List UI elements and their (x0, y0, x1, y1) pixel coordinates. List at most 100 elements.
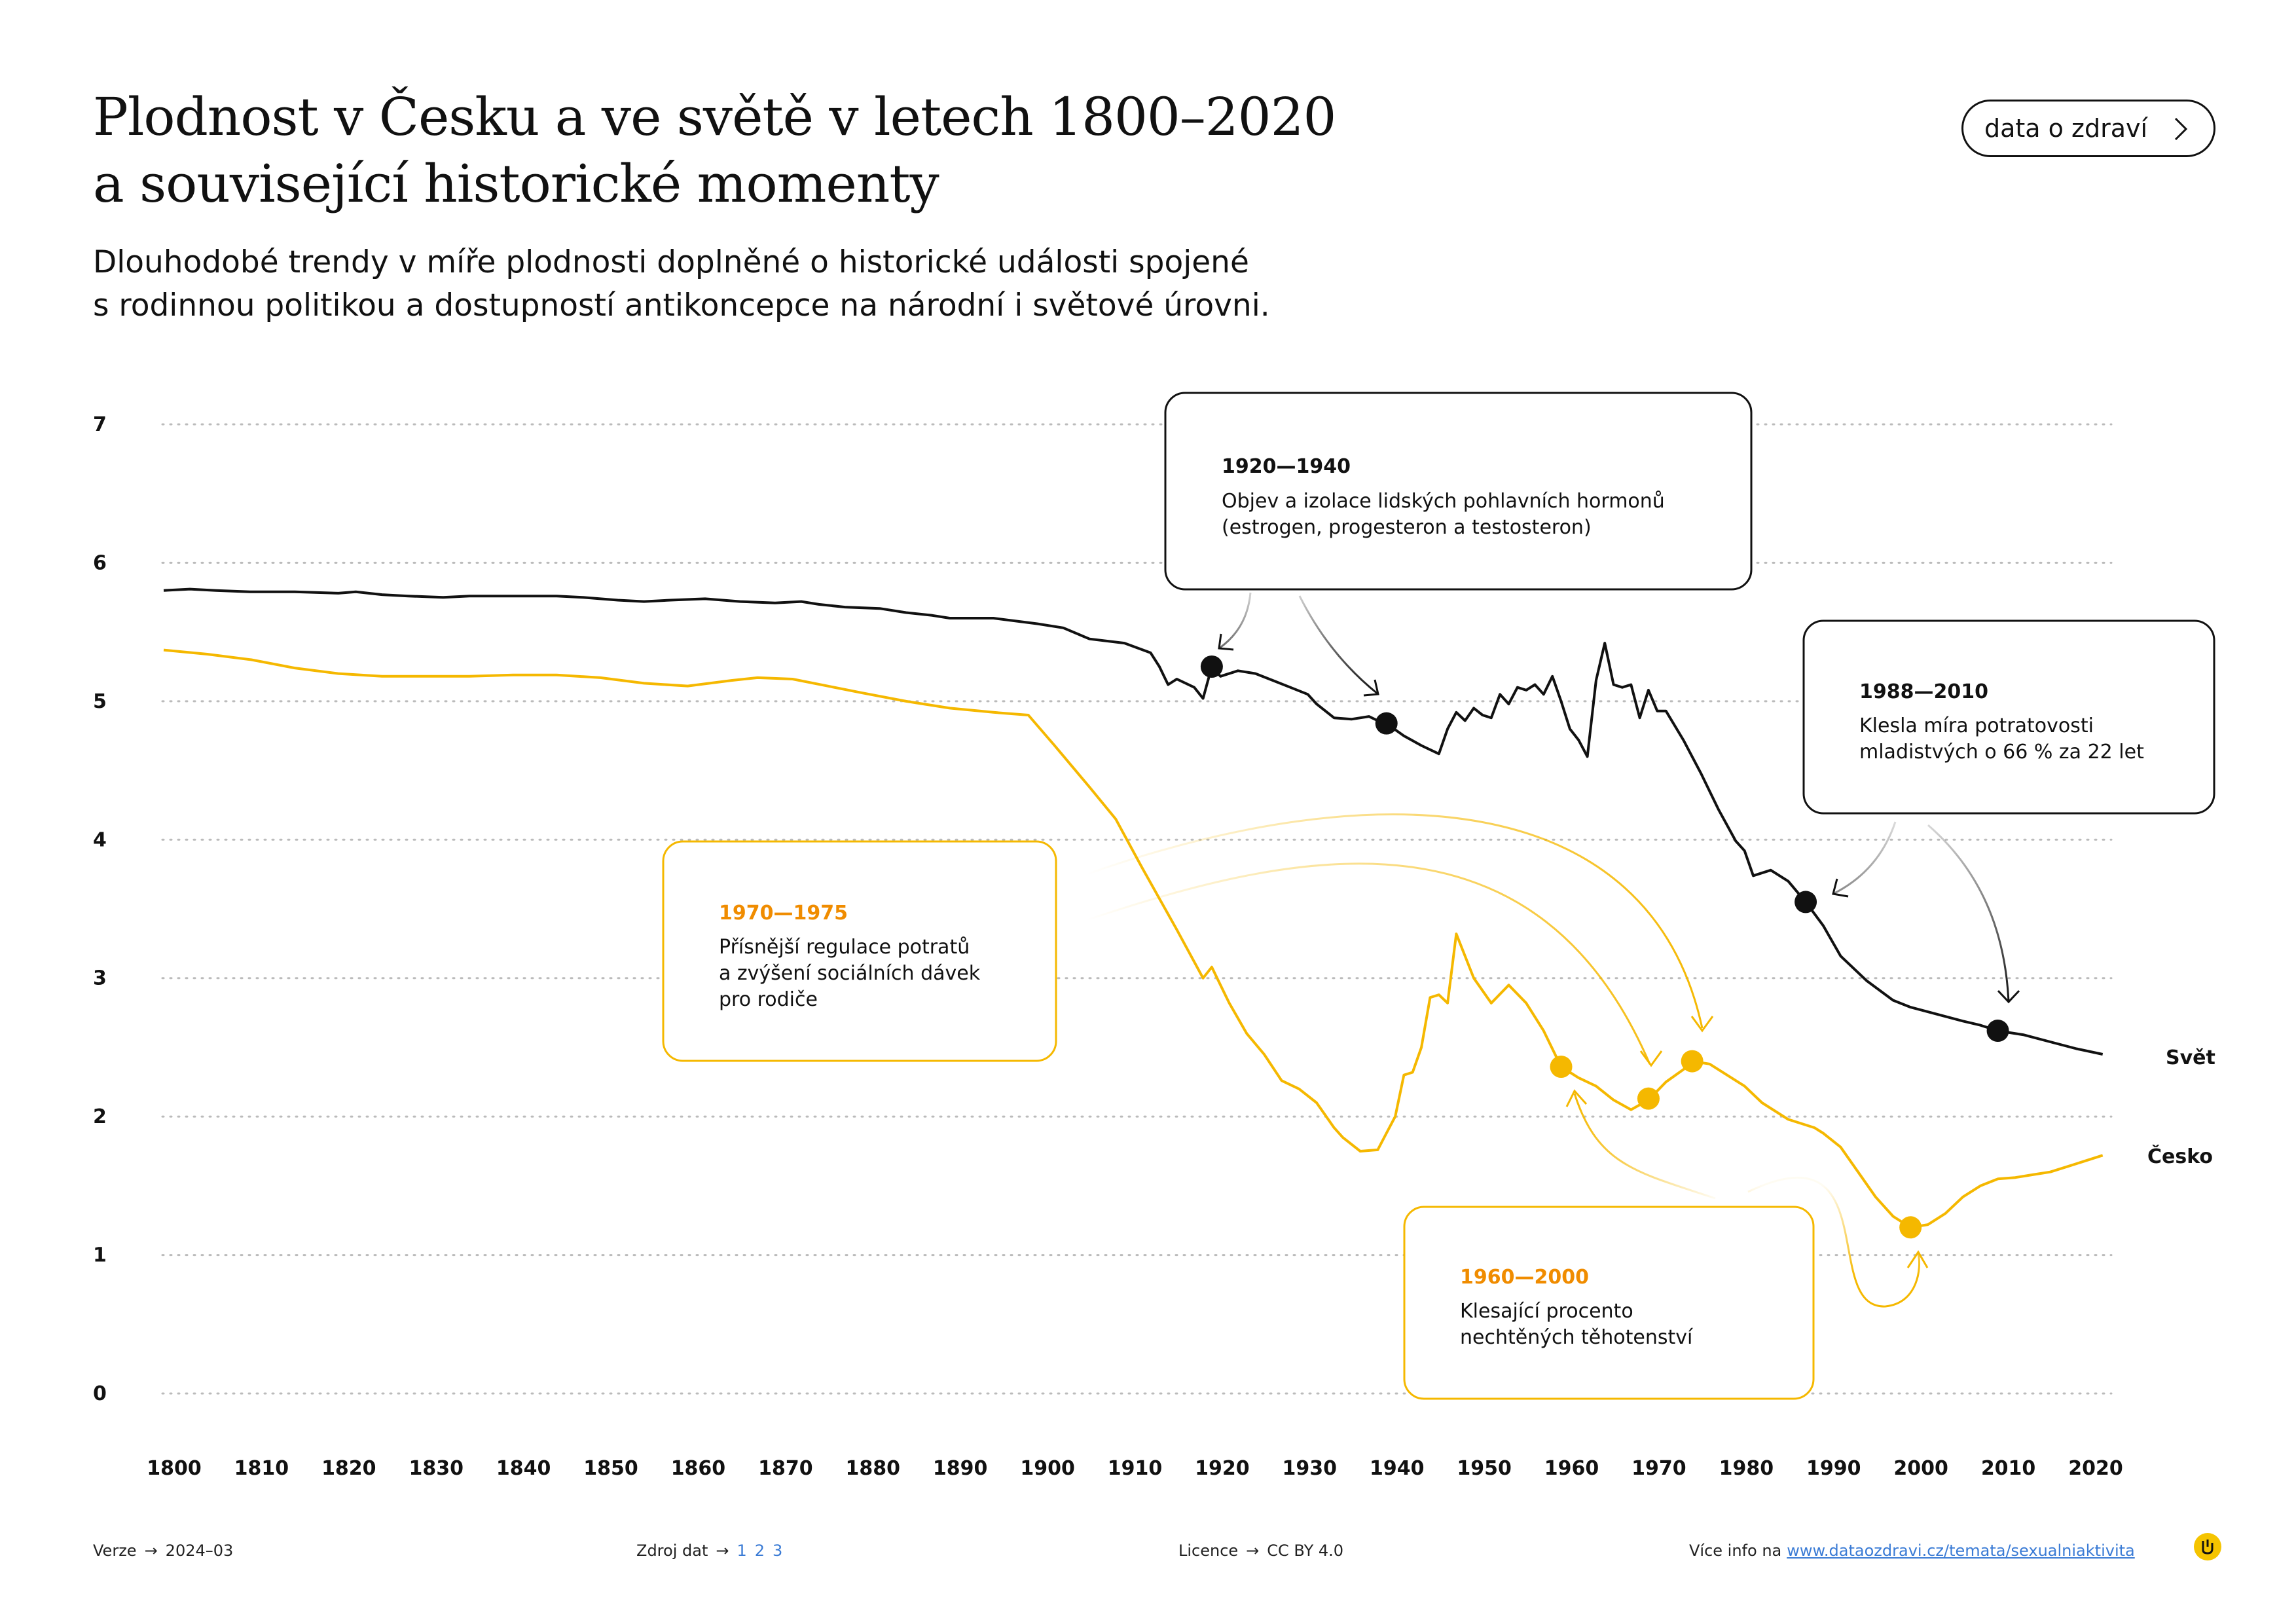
data-o-zdravi-button[interactable]: data o zdraví (1961, 100, 2215, 157)
x-tick-label-2000: 2000 (1893, 1457, 1948, 1480)
x-tick-label-1910: 1910 (1108, 1457, 1163, 1480)
annotation-connectors (1086, 592, 2020, 1308)
highlight-point-cesko-1960 (1550, 1056, 1573, 1079)
annotation-1970-1975: 1970—1975 Přísnější regulace potratů a z… (662, 840, 1057, 1062)
x-axis-ticks: 1800 1810 1820 1830 1840 1850 1860 1870 1880 1890… (147, 1457, 2123, 1480)
y-tick-label-4: 4 (93, 828, 107, 851)
title-line-2: a související historické momenty (93, 153, 939, 214)
annotation-1988-period: 1988—2010 (1859, 680, 1988, 703)
connector-1920-arrowhead-a (1218, 633, 1234, 651)
y-tick-label-7: 7 (93, 413, 107, 436)
x-tick-label-1990: 1990 (1806, 1457, 1861, 1480)
highlight-point-svet-1920 (1200, 655, 1223, 678)
x-tick-label-2020: 2020 (2068, 1457, 2123, 1480)
footer-license-label: Licence (1178, 1541, 1239, 1560)
x-tick-label-1840: 1840 (496, 1457, 551, 1480)
x-tick-label-2010: 2010 (1981, 1457, 2036, 1480)
annotation-1920-1940: 1920—1940 Objev a izolace lidských pohla… (1164, 392, 1753, 591)
highlight-point-svet-1940 (1375, 712, 1398, 735)
x-tick-label-1880: 1880 (846, 1457, 901, 1480)
connector-1988-to-1988 (1832, 821, 1897, 895)
connector-1960-arrowhead-b (1906, 1250, 1929, 1268)
x-tick-label-1960: 1960 (1544, 1457, 1599, 1480)
y-tick-label-6: 6 (93, 551, 107, 574)
footer-license-value: CC BY 4.0 (1267, 1541, 1344, 1560)
x-tick-label-1920: 1920 (1195, 1457, 1250, 1480)
highlight-point-cesko-2000 (1899, 1216, 1922, 1239)
x-tick-label-1940: 1940 (1370, 1457, 1425, 1480)
x-tick-label-1870: 1870 (758, 1457, 813, 1480)
connector-1960-to-2000 (1747, 1176, 1921, 1308)
footer-more-info: Více info na www.dataozdravi.cz/temata/s… (1689, 1541, 2135, 1560)
annotation-1920-line-1: Objev a izolace lidských pohlavních horm… (1222, 490, 1665, 513)
annotation-1970-line-3: pro rodiče (719, 988, 818, 1011)
connector-1970-to-1970 (1086, 862, 1651, 1065)
highlight-points (1200, 655, 2009, 1239)
y-tick-label-2: 2 (93, 1105, 107, 1128)
x-tick-label-1890: 1890 (933, 1457, 988, 1480)
source-link-3[interactable]: 3 (773, 1541, 783, 1560)
grid-lines (161, 423, 2113, 1395)
arrow-right-icon: → (1246, 1541, 1260, 1560)
highlight-point-svet-2010 (1986, 1020, 2009, 1043)
x-tick-label-1850: 1850 (583, 1457, 638, 1480)
connector-1960-to-1960 (1573, 1093, 1716, 1200)
series-label-cesko: Česko (2147, 1144, 2213, 1168)
annotation-1920-line-2: (estrogen, progesteron a testosteron) (1222, 516, 1592, 539)
x-tick-label-1930: 1930 (1283, 1457, 1338, 1480)
source-link-1[interactable]: 1 (737, 1541, 747, 1560)
connector-1970-arrowhead-b (1690, 1016, 1714, 1033)
arrow-right-icon: → (716, 1541, 729, 1560)
highlight-point-cesko-1975 (1681, 1050, 1704, 1073)
title-line-1: Plodnost v Česku a ve světě v letech 180… (93, 86, 1336, 147)
annotation-1970-line-2: a zvýšení sociálních dávek (719, 962, 981, 985)
footer-license: Licence → CC BY 4.0 (1178, 1541, 1343, 1560)
footer-version: Verze → 2024–03 (93, 1541, 233, 1560)
footer-version-value: 2024–03 (165, 1541, 234, 1560)
footer-source-label: Zdroj dat (636, 1541, 708, 1560)
page-subtitle: Dlouhodobé trendy v míře plodnosti dopln… (93, 241, 1270, 327)
connector-1920-arrowhead-b (1363, 679, 1379, 697)
x-tick-label-1980: 1980 (1719, 1457, 1774, 1480)
more-info-link[interactable]: www.dataozdravi.cz/temata/sexualniaktivi… (1787, 1541, 2135, 1560)
series-label-svet: Svět (2166, 1046, 2215, 1069)
connector-1960-arrowhead-a (1565, 1089, 1588, 1107)
y-axis-ticks: 0 1 2 3 4 5 6 7 (93, 413, 107, 1405)
footer-source: Zdroj dat → 1 2 3 (636, 1541, 782, 1560)
x-tick-label-1810: 1810 (234, 1457, 289, 1480)
connector-1970-to-1975 (1086, 813, 1704, 1029)
x-tick-label-1800: 1800 (147, 1457, 202, 1480)
x-tick-label-1820: 1820 (321, 1457, 376, 1480)
y-tick-label-3: 3 (93, 967, 107, 990)
annotation-1988-2010: 1988—2010 Klesla míra potratovosti mladi… (1802, 619, 2215, 815)
annotation-1920-period: 1920—1940 (1222, 455, 1351, 478)
source-link-2[interactable]: 2 (754, 1541, 765, 1560)
annotation-1988-line-2: mladistvých o 66 % za 22 let (1859, 741, 2144, 764)
annotation-1960-2000: 1960—2000 Klesající procento nechtěných … (1403, 1206, 1815, 1400)
connector-1970-arrowhead-a (1639, 1050, 1663, 1067)
arrow-right-icon: → (144, 1541, 158, 1560)
connector-1920-to-1920 (1218, 592, 1252, 650)
y-tick-label-5: 5 (93, 690, 107, 713)
highlight-point-svet-1988 (1795, 891, 1817, 913)
annotation-1988-line-1: Klesla míra potratovosti (1859, 714, 2094, 737)
connector-1988-arrowhead-b (1997, 989, 2020, 1004)
connector-1988-arrowhead-a (1832, 878, 1849, 898)
page-title: Plodnost v Česku a ve světě v letech 180… (93, 84, 1336, 217)
connector-1988-to-2010 (1927, 824, 2010, 1003)
y-tick-label-0: 0 (93, 1382, 107, 1405)
x-tick-label-1950: 1950 (1457, 1457, 1512, 1480)
x-tick-label-1970: 1970 (1631, 1457, 1686, 1480)
annotation-1960-line-1: Klesající procento (1460, 1300, 1633, 1323)
subtitle-line-1: Dlouhodobé trendy v míře plodnosti dopln… (93, 244, 1249, 280)
series-line-cesko (163, 648, 2104, 1229)
chevron-right-icon (2174, 117, 2188, 141)
highlight-point-cesko-1970 (1637, 1087, 1660, 1110)
annotation-1960-line-2: nechtěných těhotenství (1460, 1326, 1694, 1349)
annotation-1970-line-1: Přísnější regulace potratů (719, 936, 970, 959)
footer-more-label: Více info na (1689, 1541, 1782, 1560)
x-tick-label-1830: 1830 (409, 1457, 464, 1480)
connector-1920-to-1940 (1298, 595, 1379, 695)
x-tick-label-1900: 1900 (1020, 1457, 1075, 1480)
